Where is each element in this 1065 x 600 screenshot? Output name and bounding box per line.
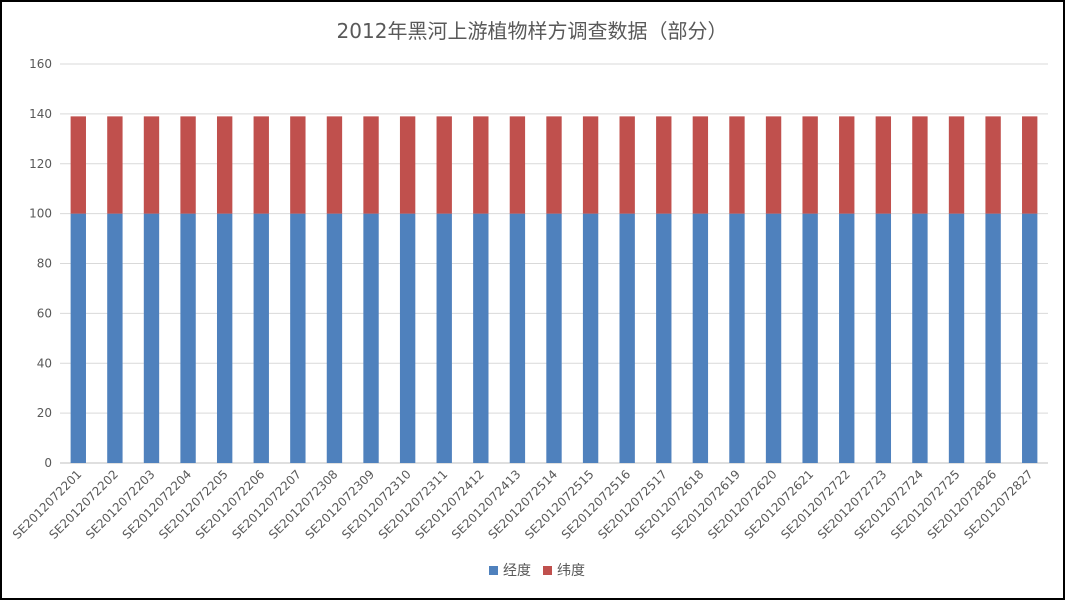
- bar-segment-latitude: [70, 116, 86, 214]
- bar-segment-latitude: [253, 116, 269, 214]
- bar-segment-latitude: [290, 116, 306, 214]
- bar-segment-longitude: [363, 213, 379, 463]
- bar-segment-longitude: [326, 213, 343, 463]
- y-axis: 0 20 40 60 80 100 120 140 160: [29, 57, 52, 470]
- x-axis: SE2012072201SE2012072202SE2012072203SE20…: [10, 467, 1036, 542]
- bar-segment-longitude: [802, 213, 818, 463]
- bar-segment-latitude: [802, 116, 818, 214]
- bar-segment-longitude: [839, 213, 855, 463]
- bar-segment-longitude: [143, 213, 160, 463]
- bar-segment-latitude: [839, 116, 855, 214]
- y-tick-label: 40: [37, 356, 52, 370]
- bar-segment-latitude: [436, 116, 452, 214]
- bar-segment-longitude: [985, 213, 1001, 463]
- y-tick-label: 20: [37, 406, 52, 420]
- bar-segment-longitude: [509, 213, 526, 463]
- bar-segment-latitude: [619, 116, 635, 214]
- bar-segment-longitude: [656, 213, 672, 463]
- bar-segment-latitude: [363, 116, 379, 214]
- legend-swatch-latitude: [543, 566, 552, 575]
- bars: [70, 116, 1038, 463]
- x-tick-label: SE2012072827: [961, 467, 1036, 542]
- bar-segment-longitude: [582, 213, 599, 463]
- bar-segment-latitude: [692, 116, 709, 214]
- y-tick-label: 160: [29, 57, 52, 71]
- bar-segment-longitude: [473, 213, 489, 463]
- bar-segment-longitude: [692, 213, 709, 463]
- y-tick-label: 60: [37, 306, 52, 320]
- bar-segment-latitude: [875, 116, 892, 214]
- y-tick-label: 100: [29, 207, 52, 221]
- bar-segment-latitude: [399, 116, 416, 214]
- bar-segment-latitude: [216, 116, 233, 214]
- bar-segment-longitude: [1022, 213, 1038, 463]
- legend-label-longitude: 经度: [503, 563, 531, 579]
- bar-segment-latitude: [729, 116, 745, 214]
- bar-segment-longitude: [436, 213, 452, 463]
- bar-segment-latitude: [473, 116, 489, 214]
- legend-swatch-longitude: [489, 566, 498, 575]
- bar-segment-latitude: [143, 116, 160, 214]
- bar-segment-latitude: [546, 116, 562, 214]
- bar-segment-longitude: [216, 213, 233, 463]
- bar-segment-latitude: [985, 116, 1001, 214]
- bar-segment-latitude: [912, 116, 928, 214]
- bar-segment-longitude: [290, 213, 306, 463]
- bar-segment-longitude: [765, 213, 782, 463]
- bar-segment-longitude: [180, 213, 196, 463]
- bar-segment-longitude: [253, 213, 269, 463]
- bar-segment-longitude: [546, 213, 562, 463]
- bar-segment-longitude: [399, 213, 416, 463]
- y-tick-label: 80: [37, 257, 52, 271]
- legend: 经度 纬度: [489, 563, 585, 579]
- bar-segment-latitude: [948, 116, 965, 214]
- bar-segment-longitude: [619, 213, 635, 463]
- bar-segment-latitude: [656, 116, 672, 214]
- bar-segment-latitude: [582, 116, 599, 214]
- bar-segment-latitude: [326, 116, 343, 214]
- bar-segment-longitude: [107, 213, 123, 463]
- bar-segment-latitude: [180, 116, 196, 214]
- bar-segment-longitude: [729, 213, 745, 463]
- y-tick-label: 120: [29, 157, 52, 171]
- bar-segment-longitude: [875, 213, 892, 463]
- legend-label-latitude: 纬度: [557, 563, 585, 579]
- chart-title: 2012年黑河上游植物样方调查数据（部分）: [337, 19, 728, 43]
- y-tick-label: 140: [29, 107, 52, 121]
- bar-segment-latitude: [1022, 116, 1038, 214]
- bar-segment-longitude: [948, 213, 965, 463]
- bar-segment-latitude: [765, 116, 782, 214]
- bar-segment-longitude: [70, 213, 86, 463]
- bar-segment-longitude: [912, 213, 928, 463]
- bar-segment-latitude: [107, 116, 123, 214]
- y-tick-label: 0: [44, 456, 52, 470]
- bar-segment-latitude: [509, 116, 526, 214]
